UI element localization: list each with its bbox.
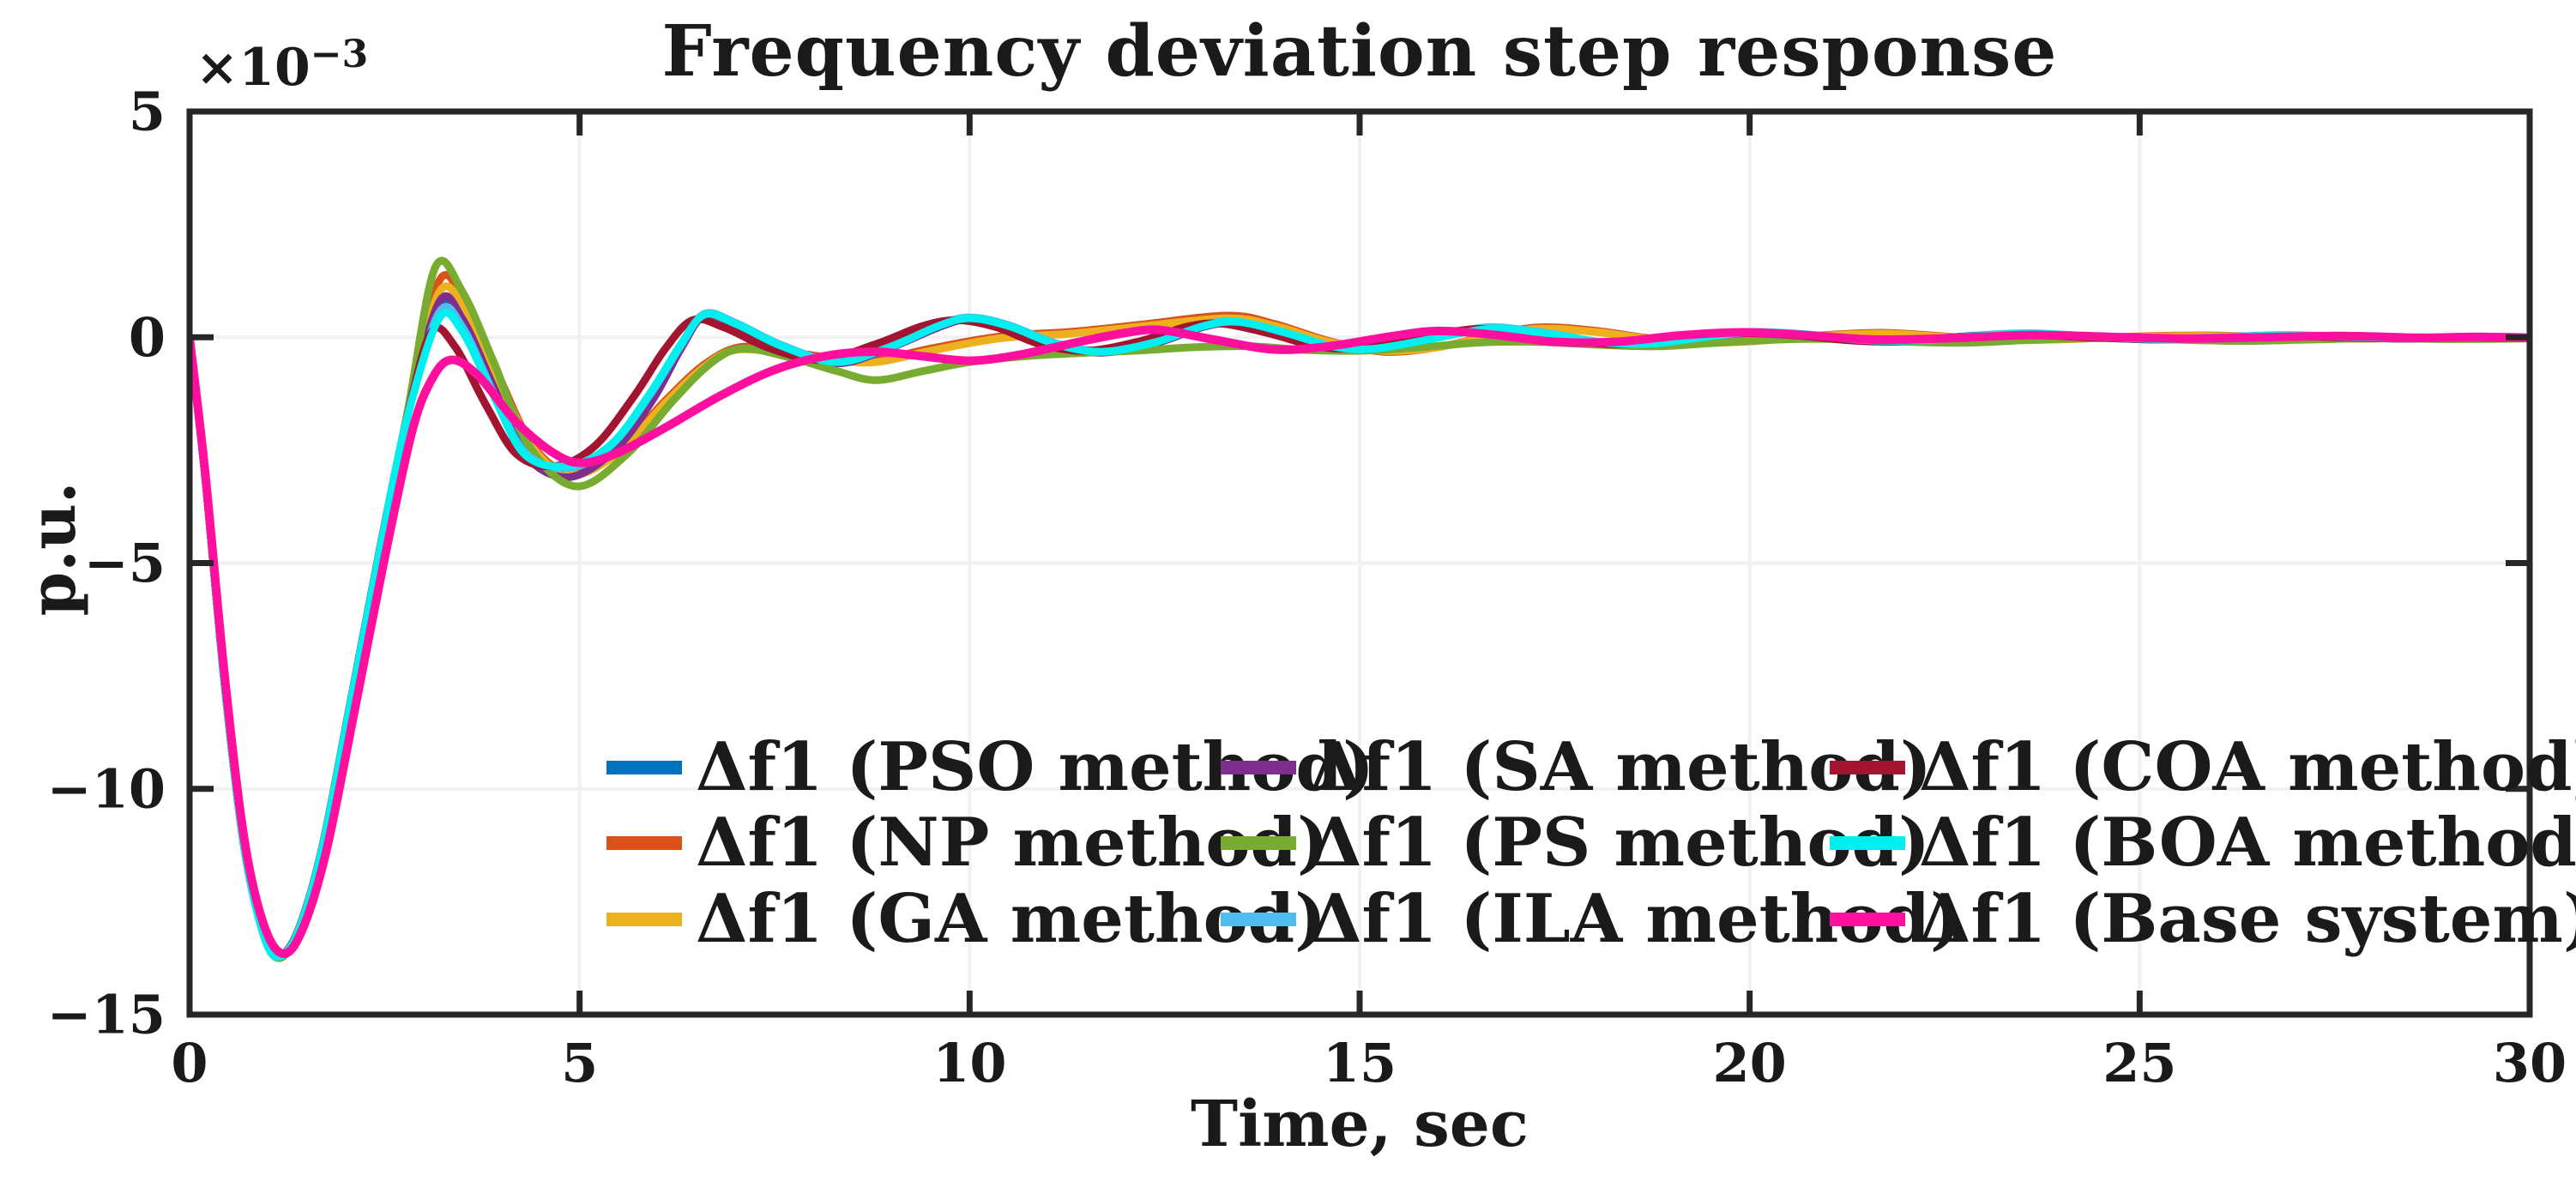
- x-tick-label: 10: [932, 1032, 1006, 1094]
- x-tick-label: 20: [1713, 1032, 1787, 1094]
- y-axis-exponent-label: ×10−3: [196, 33, 368, 98]
- x-tick-label: 5: [561, 1032, 598, 1094]
- y-tick-label: 5: [129, 81, 166, 143]
- x-axis-label: Time, sec: [1191, 1088, 1529, 1161]
- series-curve--f1-base-system-: [190, 325, 2530, 958]
- x-tick-label: 30: [2493, 1032, 2567, 1094]
- y-tick-label: 0: [129, 306, 166, 369]
- exponent-value: −3: [310, 33, 369, 76]
- y-tick-label: −5: [84, 532, 166, 594]
- x-tick-label: 15: [1323, 1032, 1397, 1094]
- exponent-base: ×10: [196, 38, 311, 98]
- x-tick-label: 25: [2102, 1032, 2176, 1094]
- chart-title: Frequency deviation step response: [661, 10, 2058, 93]
- y-tick-label: −10: [47, 757, 166, 820]
- x-tick-label: 0: [171, 1032, 208, 1094]
- y-tick-label: −15: [47, 984, 166, 1046]
